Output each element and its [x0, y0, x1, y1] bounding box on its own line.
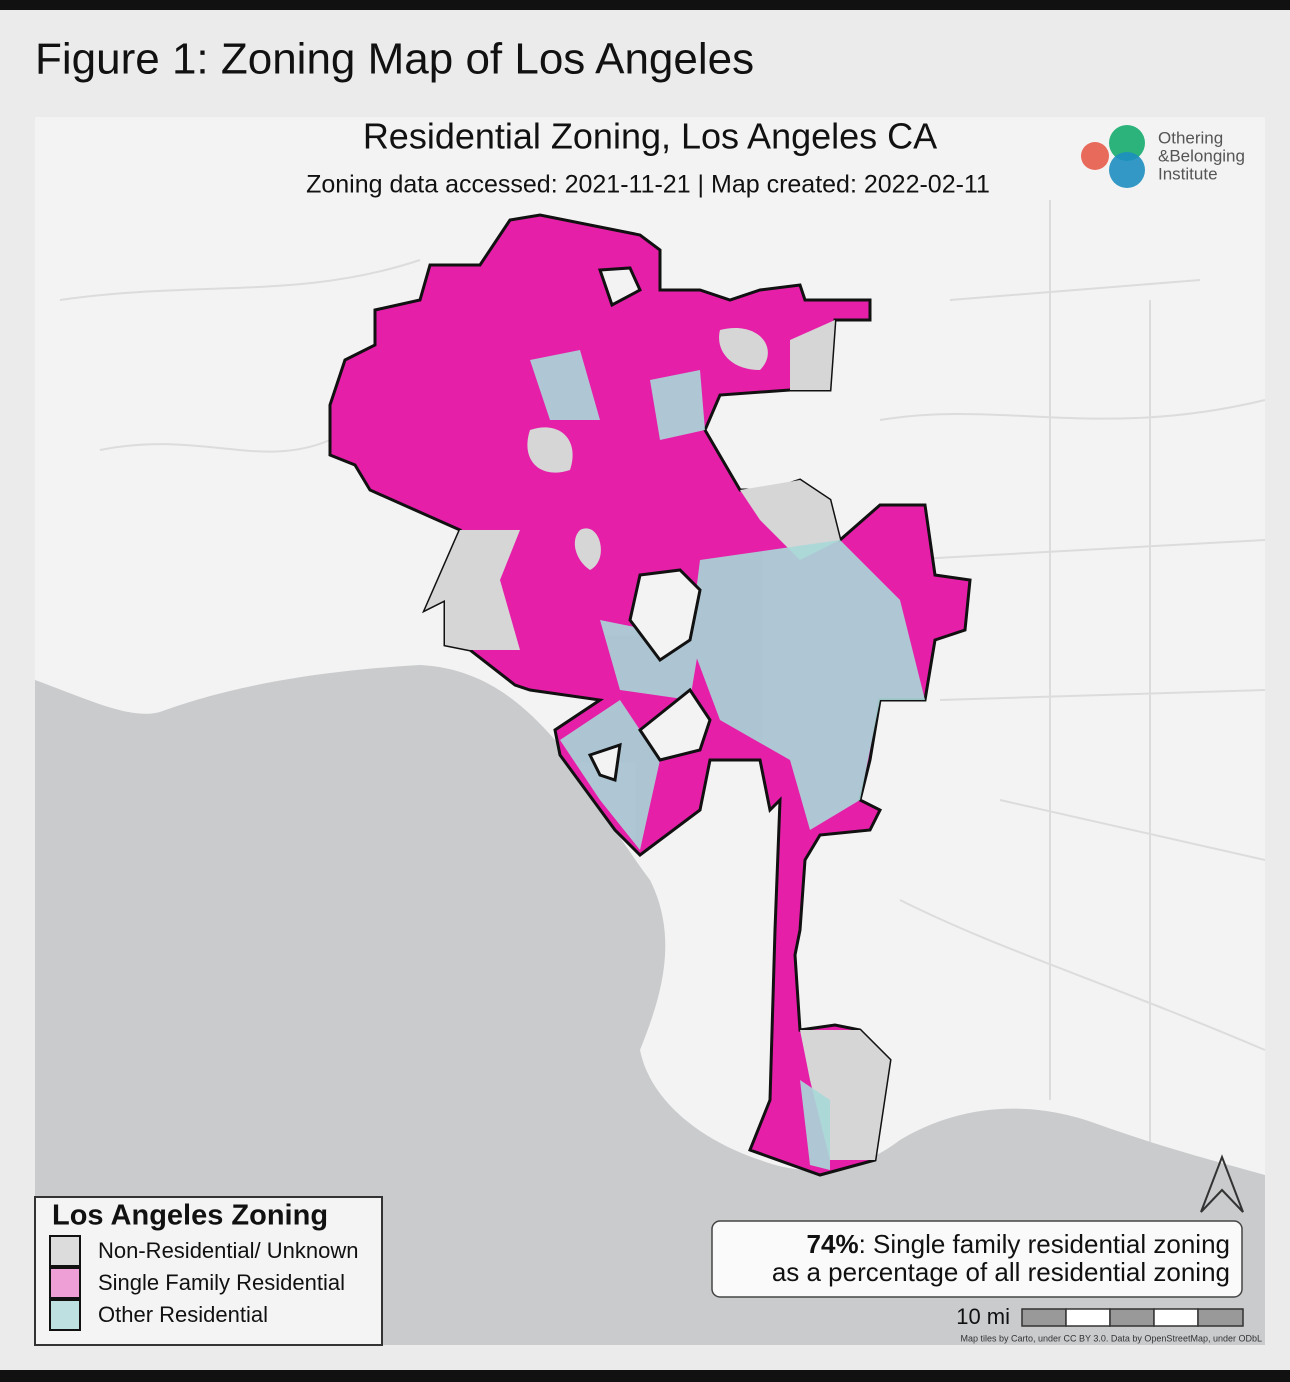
logo-circle — [1109, 152, 1145, 188]
legend-title: Los Angeles Zoning — [52, 1200, 328, 1232]
attribution: Map tiles by Carto, under CC BY 3.0. Dat… — [961, 1333, 1263, 1343]
ocean — [35, 665, 1265, 1345]
roads — [59, 200, 1266, 1150]
map-title: Residential Zoning, Los Angeles CA — [363, 116, 937, 157]
legend: Los Angeles Zoning Non-Residential/ Unkn… — [34, 1196, 383, 1346]
scale-label: 10 mi — [956, 1304, 1010, 1329]
legend-box — [34, 1196, 383, 1346]
logo-circle — [1109, 125, 1145, 161]
legend-swatch — [49, 1267, 81, 1299]
legend-label: Single Family Residential — [98, 1270, 345, 1295]
logo: Othering &Belonging Institute — [1081, 125, 1245, 188]
figure-title: Figure 1: Zoning Map of Los Angeles — [35, 35, 754, 84]
legend-label: Non-Residential/ Unknown — [98, 1238, 358, 1263]
excluded-cities — [587, 266, 712, 782]
legend-label: Other Residential — [98, 1302, 268, 1327]
legend-swatch — [49, 1235, 81, 1267]
map-subtitle: Zoning data accessed: 2021-11-21 | Map c… — [306, 171, 990, 199]
logo-circle — [1081, 142, 1109, 170]
callout-line: 74%: Single family residential zoning — [807, 1229, 1230, 1259]
callout-box — [711, 1220, 1243, 1298]
logo-text: Othering — [1158, 128, 1223, 147]
legend-swatch — [49, 1299, 81, 1331]
non-residential-areas — [425, 320, 890, 1160]
scale-bar — [1021, 1308, 1244, 1327]
logo-text: &Belonging — [1158, 146, 1245, 165]
callout-text: : Single family residential zoning — [859, 1229, 1230, 1259]
callout-text: as a percentage of all residential zonin… — [772, 1257, 1230, 1287]
callout-highlight: 74% — [807, 1229, 859, 1259]
city-boundary — [328, 213, 972, 1177]
north-arrow — [1200, 1154, 1244, 1213]
logo-text: Institute — [1158, 164, 1218, 183]
